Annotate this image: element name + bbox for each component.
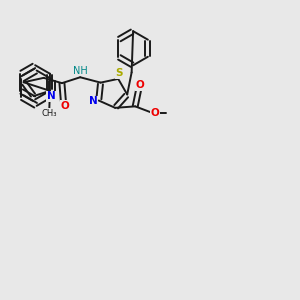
Text: CH₃: CH₃	[42, 109, 57, 118]
Text: N: N	[47, 91, 56, 101]
Text: O: O	[151, 108, 160, 118]
Text: N: N	[89, 96, 98, 106]
Text: O: O	[60, 101, 69, 111]
Text: NH: NH	[74, 66, 88, 76]
Text: O: O	[136, 80, 144, 90]
Text: S: S	[115, 68, 122, 78]
